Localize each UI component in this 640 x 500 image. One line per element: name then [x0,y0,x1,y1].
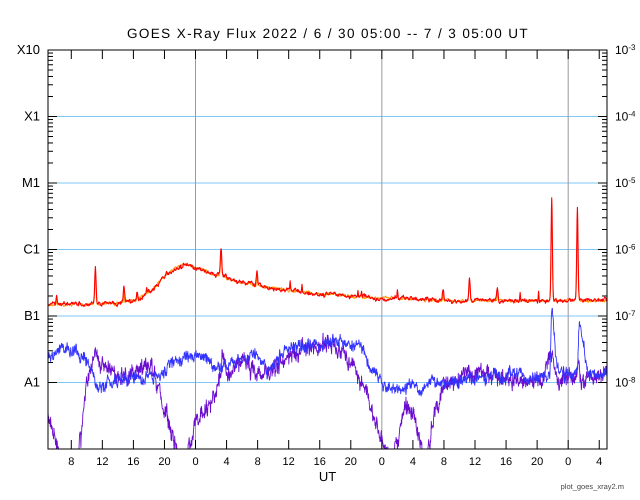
svg-text:0: 0 [379,456,385,468]
svg-text:20: 20 [158,456,170,468]
svg-text:10-8: 10-8 [615,375,636,390]
svg-text:GOES X-Ray Flux 2022 / 6 / 3: GOES X-Ray Flux 2022 / 6 / 30 05:00 -- 7… [127,26,529,41]
svg-text:8: 8 [255,456,261,468]
svg-text:16: 16 [314,456,326,468]
svg-text:4: 4 [224,456,230,468]
svg-text:8: 8 [68,456,74,468]
svg-text:B1: B1 [24,308,40,323]
svg-text:16: 16 [127,456,139,468]
svg-text:0: 0 [192,456,198,468]
svg-text:20: 20 [531,456,543,468]
svg-text:0: 0 [565,456,571,468]
svg-text:12: 12 [96,456,108,468]
svg-text:16: 16 [500,456,512,468]
svg-text:12: 12 [469,456,481,468]
svg-text:10-5: 10-5 [615,176,636,191]
svg-text:10-4: 10-4 [615,109,636,124]
svg-text:A1: A1 [24,375,40,390]
svg-text:4: 4 [596,456,602,468]
svg-text:X1: X1 [24,109,40,124]
svg-text:plot_goes_xray2.m: plot_goes_xray2.m [561,482,624,491]
svg-text:8: 8 [441,456,447,468]
svg-text:M1: M1 [22,175,40,190]
svg-text:X10: X10 [17,42,40,57]
svg-text:20: 20 [345,456,357,468]
svg-text:10-3: 10-3 [615,43,636,58]
svg-text:C1: C1 [23,242,40,257]
svg-text:10-6: 10-6 [615,242,636,257]
svg-text:UT: UT [319,469,336,484]
svg-text:4: 4 [410,456,416,468]
svg-text:10-7: 10-7 [615,309,636,324]
svg-text:12: 12 [283,456,295,468]
